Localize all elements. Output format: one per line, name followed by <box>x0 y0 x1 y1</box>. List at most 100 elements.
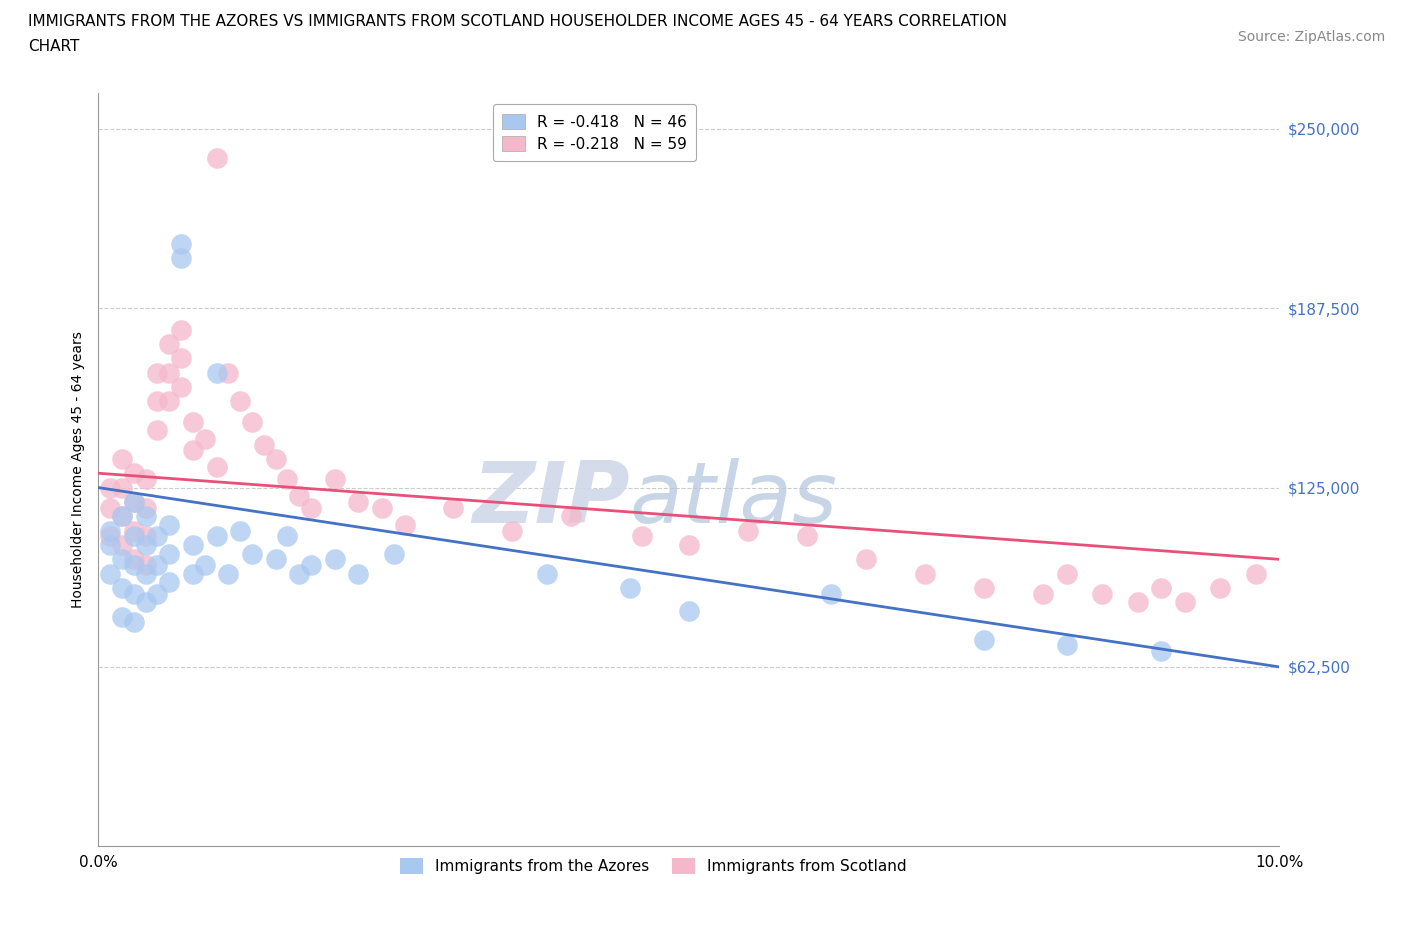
Point <box>205 150 228 165</box>
Point <box>135 538 157 552</box>
Point <box>347 495 370 510</box>
Point <box>323 472 346 486</box>
Point <box>135 566 157 581</box>
Point <box>181 566 204 581</box>
Point <box>122 495 145 510</box>
Point <box>240 414 263 429</box>
Text: CHART: CHART <box>28 39 80 54</box>
Point <box>1056 566 1078 581</box>
Point <box>122 524 145 538</box>
Point <box>205 529 228 544</box>
Point <box>170 250 193 265</box>
Point <box>122 495 145 510</box>
Point <box>1174 595 1197 610</box>
Point <box>205 460 228 475</box>
Point <box>146 365 169 380</box>
Point <box>1209 580 1232 595</box>
Point <box>560 509 582 524</box>
Point <box>276 472 298 486</box>
Point <box>111 509 134 524</box>
Point <box>229 524 252 538</box>
Point <box>501 524 523 538</box>
Point <box>98 538 121 552</box>
Point <box>135 529 157 544</box>
Point <box>135 595 157 610</box>
Point <box>157 517 180 532</box>
Point <box>170 379 193 394</box>
Point <box>135 500 157 515</box>
Point <box>820 586 842 601</box>
Point <box>229 394 252 409</box>
Point <box>1126 595 1149 610</box>
Point <box>217 365 239 380</box>
Point <box>1091 586 1114 601</box>
Y-axis label: Householder Income Ages 45 - 64 years: Householder Income Ages 45 - 64 years <box>72 331 86 608</box>
Point <box>111 609 134 624</box>
Point <box>973 580 995 595</box>
Point <box>146 586 169 601</box>
Point <box>111 509 134 524</box>
Point <box>1032 586 1054 601</box>
Point <box>737 524 759 538</box>
Point <box>111 551 134 566</box>
Point <box>98 480 121 495</box>
Point <box>157 365 180 380</box>
Point <box>111 580 134 595</box>
Point <box>394 517 416 532</box>
Point <box>678 538 700 552</box>
Point <box>240 546 263 561</box>
Point <box>170 323 193 338</box>
Point <box>146 558 169 573</box>
Point <box>122 551 145 566</box>
Point <box>146 423 169 438</box>
Point <box>1244 566 1267 581</box>
Point <box>264 451 287 466</box>
Point <box>194 432 217 446</box>
Point <box>135 509 157 524</box>
Point <box>122 586 145 601</box>
Point <box>194 558 217 573</box>
Point <box>371 500 394 515</box>
Point <box>146 394 169 409</box>
Point <box>111 451 134 466</box>
Point <box>323 551 346 566</box>
Point <box>98 524 121 538</box>
Point <box>157 546 180 561</box>
Point <box>796 529 818 544</box>
Point <box>122 615 145 630</box>
Text: ZIP: ZIP <box>472 458 630 541</box>
Point <box>157 394 180 409</box>
Point <box>1150 580 1173 595</box>
Point <box>288 489 311 504</box>
Point <box>135 472 157 486</box>
Point <box>170 351 193 365</box>
Point <box>157 575 180 590</box>
Point <box>253 437 276 452</box>
Point <box>146 529 169 544</box>
Text: IMMIGRANTS FROM THE AZORES VS IMMIGRANTS FROM SCOTLAND HOUSEHOLDER INCOME AGES 4: IMMIGRANTS FROM THE AZORES VS IMMIGRANTS… <box>28 14 1007 29</box>
Point <box>1056 638 1078 653</box>
Point <box>347 566 370 581</box>
Point <box>98 500 121 515</box>
Text: atlas: atlas <box>630 458 838 541</box>
Point <box>276 529 298 544</box>
Point <box>181 538 204 552</box>
Point <box>217 566 239 581</box>
Point <box>630 529 652 544</box>
Point <box>111 480 134 495</box>
Point <box>157 337 180 352</box>
Point <box>181 443 204 458</box>
Point <box>619 580 641 595</box>
Point <box>382 546 405 561</box>
Point <box>678 604 700 618</box>
Point <box>170 236 193 251</box>
Point <box>264 551 287 566</box>
Point <box>122 466 145 481</box>
Point <box>299 500 322 515</box>
Point <box>122 529 145 544</box>
Point <box>536 566 558 581</box>
Text: Source: ZipAtlas.com: Source: ZipAtlas.com <box>1237 30 1385 44</box>
Point <box>98 529 121 544</box>
Point <box>205 365 228 380</box>
Point <box>914 566 936 581</box>
